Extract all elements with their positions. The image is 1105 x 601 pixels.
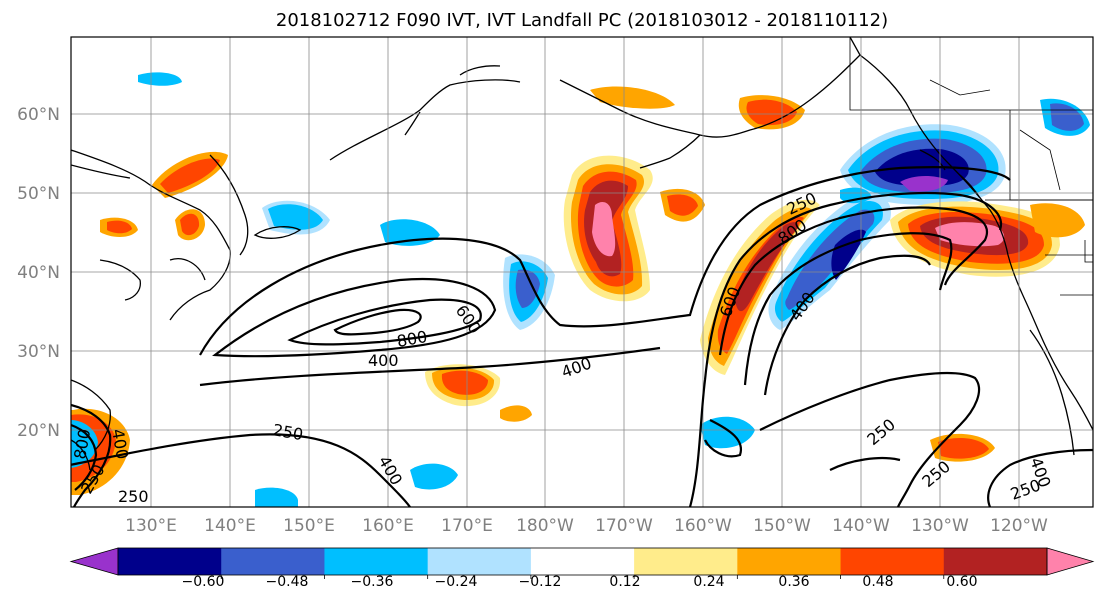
lon-label: 180°W	[516, 516, 574, 536]
lon-label: 170°W	[595, 516, 653, 536]
colorbar-segment	[221, 548, 325, 575]
colorbar	[69, 547, 1095, 579]
contour-label: 250	[118, 487, 149, 506]
lon-label: 130°E	[125, 516, 177, 536]
lon-label: 160°E	[362, 516, 414, 536]
ivt-pc-shading	[71, 72, 1090, 507]
colorbar-tick-label: −0.36	[351, 574, 394, 590]
colorbar-tick-label: 0.36	[778, 574, 809, 590]
colorbar-segment	[840, 548, 945, 575]
colorbar-frame	[117, 547, 1048, 576]
colorbar-tick-label: 0.60	[946, 574, 977, 590]
colorbar-segment	[118, 548, 222, 575]
map-area: 600 800 400 400 250 250 400 250 800 600 …	[70, 37, 1093, 507]
colorbar-extend-high	[1046, 547, 1095, 576]
colorbar-tick-labels: −0.60 −0.48 −0.36 −0.24 −0.12 0.12 0.24 …	[182, 574, 978, 590]
longitude-labels: 130°E 140°E 150°E 160°E 170°E 180°W 170°…	[125, 516, 1048, 536]
lon-label: 170°E	[441, 516, 493, 536]
colorbar-segment	[737, 548, 842, 575]
colorbar-extend-low	[69, 547, 119, 576]
lat-label-30n: 30°N	[17, 342, 60, 362]
lon-label: 130°W	[911, 516, 969, 536]
colorbar-segment	[324, 548, 429, 575]
figure-title: 2018102712 F090 IVT, IVT Landfall PC (20…	[276, 10, 888, 31]
coastlines	[71, 37, 1093, 471]
lat-label-60n: 60°N	[17, 105, 60, 125]
ivt-contours	[71, 166, 1093, 507]
lon-label: 140°W	[832, 516, 890, 536]
political-borders	[849, 37, 1093, 296]
colorbar-tick-label: −0.60	[182, 574, 225, 590]
lon-label: 140°E	[204, 516, 256, 536]
colorbar-tick-label: 0.48	[862, 574, 893, 590]
contour-label: 400	[368, 351, 399, 370]
colorbar-tick-label: 0.24	[693, 574, 724, 590]
latitude-labels: 60°N 50°N 40°N 30°N 20°N	[17, 105, 60, 441]
lon-label: 160°W	[674, 516, 732, 536]
colorbar-segment	[530, 548, 635, 575]
colorbar-tick-label: 0.12	[609, 574, 640, 590]
colorbar-tick-label: −0.24	[435, 574, 478, 590]
colorbar-segment	[427, 548, 532, 575]
lat-label-50n: 50°N	[17, 184, 60, 204]
gridlines	[71, 37, 1093, 507]
lat-label-40n: 40°N	[17, 263, 60, 283]
colorbar-tick-label: −0.12	[519, 574, 562, 590]
colorbar-segment	[943, 548, 1048, 575]
lon-label: 120°W	[990, 516, 1048, 536]
lon-label: 150°E	[283, 516, 335, 536]
contour-label: 800	[70, 427, 94, 460]
lon-label: 150°W	[753, 516, 811, 536]
lat-label-20n: 20°N	[17, 421, 60, 441]
colorbar-tick-label: −0.48	[266, 574, 309, 590]
map-frame	[70, 36, 1094, 508]
colorbar-segment	[634, 548, 738, 575]
